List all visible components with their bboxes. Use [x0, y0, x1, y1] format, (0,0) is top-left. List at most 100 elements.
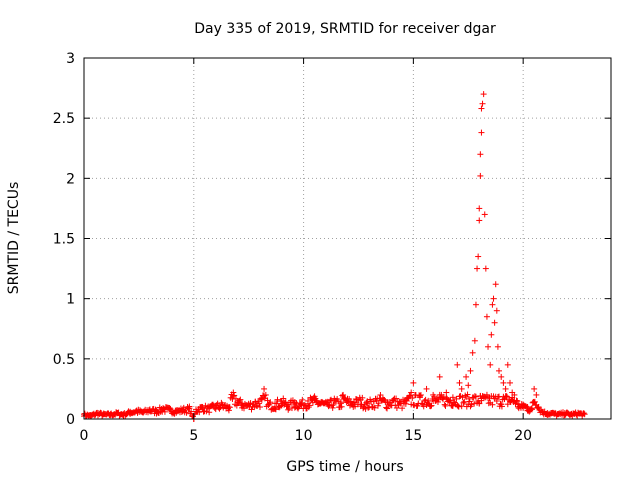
data-point — [580, 410, 587, 417]
data-point — [458, 403, 465, 410]
data-point — [374, 402, 381, 409]
data-point — [476, 400, 483, 407]
data-point — [402, 400, 409, 407]
data-point — [492, 281, 499, 288]
data-point — [506, 379, 513, 386]
data-point — [262, 391, 269, 398]
data-point — [179, 406, 186, 413]
data-point — [423, 385, 430, 392]
data-point — [364, 400, 371, 407]
data-point — [533, 391, 540, 398]
data-point — [365, 404, 372, 411]
data-point — [474, 265, 481, 272]
y-axis-label: SRMTID / TECUs — [6, 182, 22, 295]
data-point — [449, 402, 456, 409]
data-point — [491, 319, 498, 326]
grid-lines — [84, 58, 611, 419]
data-point — [470, 394, 477, 401]
data-point — [340, 391, 347, 398]
data-point — [281, 399, 288, 406]
y-tick-label: 2.5 — [53, 111, 75, 127]
data-point — [483, 313, 490, 320]
data-point — [466, 395, 473, 402]
data-point — [428, 402, 435, 409]
data-point — [472, 301, 479, 308]
data-point — [87, 412, 94, 419]
data-point — [476, 217, 483, 224]
data-point — [458, 385, 465, 392]
data-point — [330, 401, 337, 408]
data-point — [234, 397, 241, 404]
plot-frame — [83, 57, 612, 420]
data-point — [384, 399, 391, 406]
data-point — [485, 343, 492, 350]
data-point — [203, 408, 210, 415]
data-point — [113, 409, 120, 416]
data-point — [441, 401, 448, 408]
data-point — [531, 398, 538, 405]
data-point — [299, 396, 306, 403]
data-point — [120, 411, 127, 418]
data-point — [245, 401, 252, 408]
data-point — [272, 400, 279, 407]
data-point — [460, 399, 467, 406]
data-point — [383, 404, 390, 411]
data-point — [231, 392, 238, 399]
data-point — [475, 253, 482, 260]
data-point — [337, 400, 344, 407]
data-point — [306, 402, 313, 409]
data-point — [344, 397, 351, 404]
data-point — [408, 389, 415, 396]
data-point — [482, 265, 489, 272]
data-point — [351, 399, 358, 406]
data-point — [183, 409, 190, 416]
data-point — [206, 405, 213, 412]
data-point — [555, 411, 562, 418]
data-point — [500, 379, 507, 386]
data-point — [328, 396, 335, 403]
data-point — [161, 408, 168, 415]
data-point — [464, 391, 471, 398]
data-point — [285, 401, 292, 408]
data-point — [219, 401, 226, 408]
data-point — [483, 391, 490, 398]
data-point — [472, 393, 479, 400]
data-point — [443, 389, 450, 396]
y-tick-label: 0 — [66, 412, 75, 428]
data-point — [480, 91, 487, 98]
data-point — [488, 331, 495, 338]
data-point — [416, 394, 423, 401]
data-point — [502, 385, 509, 392]
data-point — [489, 301, 496, 308]
data-point — [94, 409, 101, 416]
data-point — [430, 391, 437, 398]
data-point — [318, 399, 325, 406]
x-axis-label: GPS time / hours — [286, 459, 403, 475]
data-point — [107, 411, 114, 418]
x-tick-label: 15 — [404, 428, 422, 444]
data-point — [399, 405, 406, 412]
data-point — [291, 399, 298, 406]
data-point — [274, 396, 281, 403]
data-point — [324, 401, 331, 408]
data-point — [261, 385, 268, 392]
data-point — [199, 403, 206, 410]
y-tick-label: 1.5 — [53, 232, 75, 248]
data-point — [256, 404, 263, 411]
data-point — [489, 401, 496, 408]
axis-ticks — [83, 57, 611, 420]
x-tick-label: 0 — [80, 428, 89, 444]
y-tick-label: 1 — [66, 292, 75, 308]
data-point — [331, 397, 338, 404]
data-point — [520, 401, 527, 408]
data-point — [461, 398, 468, 405]
data-point — [434, 398, 441, 405]
data-point — [465, 382, 472, 389]
data-point — [272, 405, 279, 412]
data-point — [127, 408, 134, 415]
data-point — [477, 172, 484, 179]
data-point — [403, 397, 410, 404]
data-point — [539, 408, 546, 415]
x-tick-label: 10 — [295, 428, 313, 444]
